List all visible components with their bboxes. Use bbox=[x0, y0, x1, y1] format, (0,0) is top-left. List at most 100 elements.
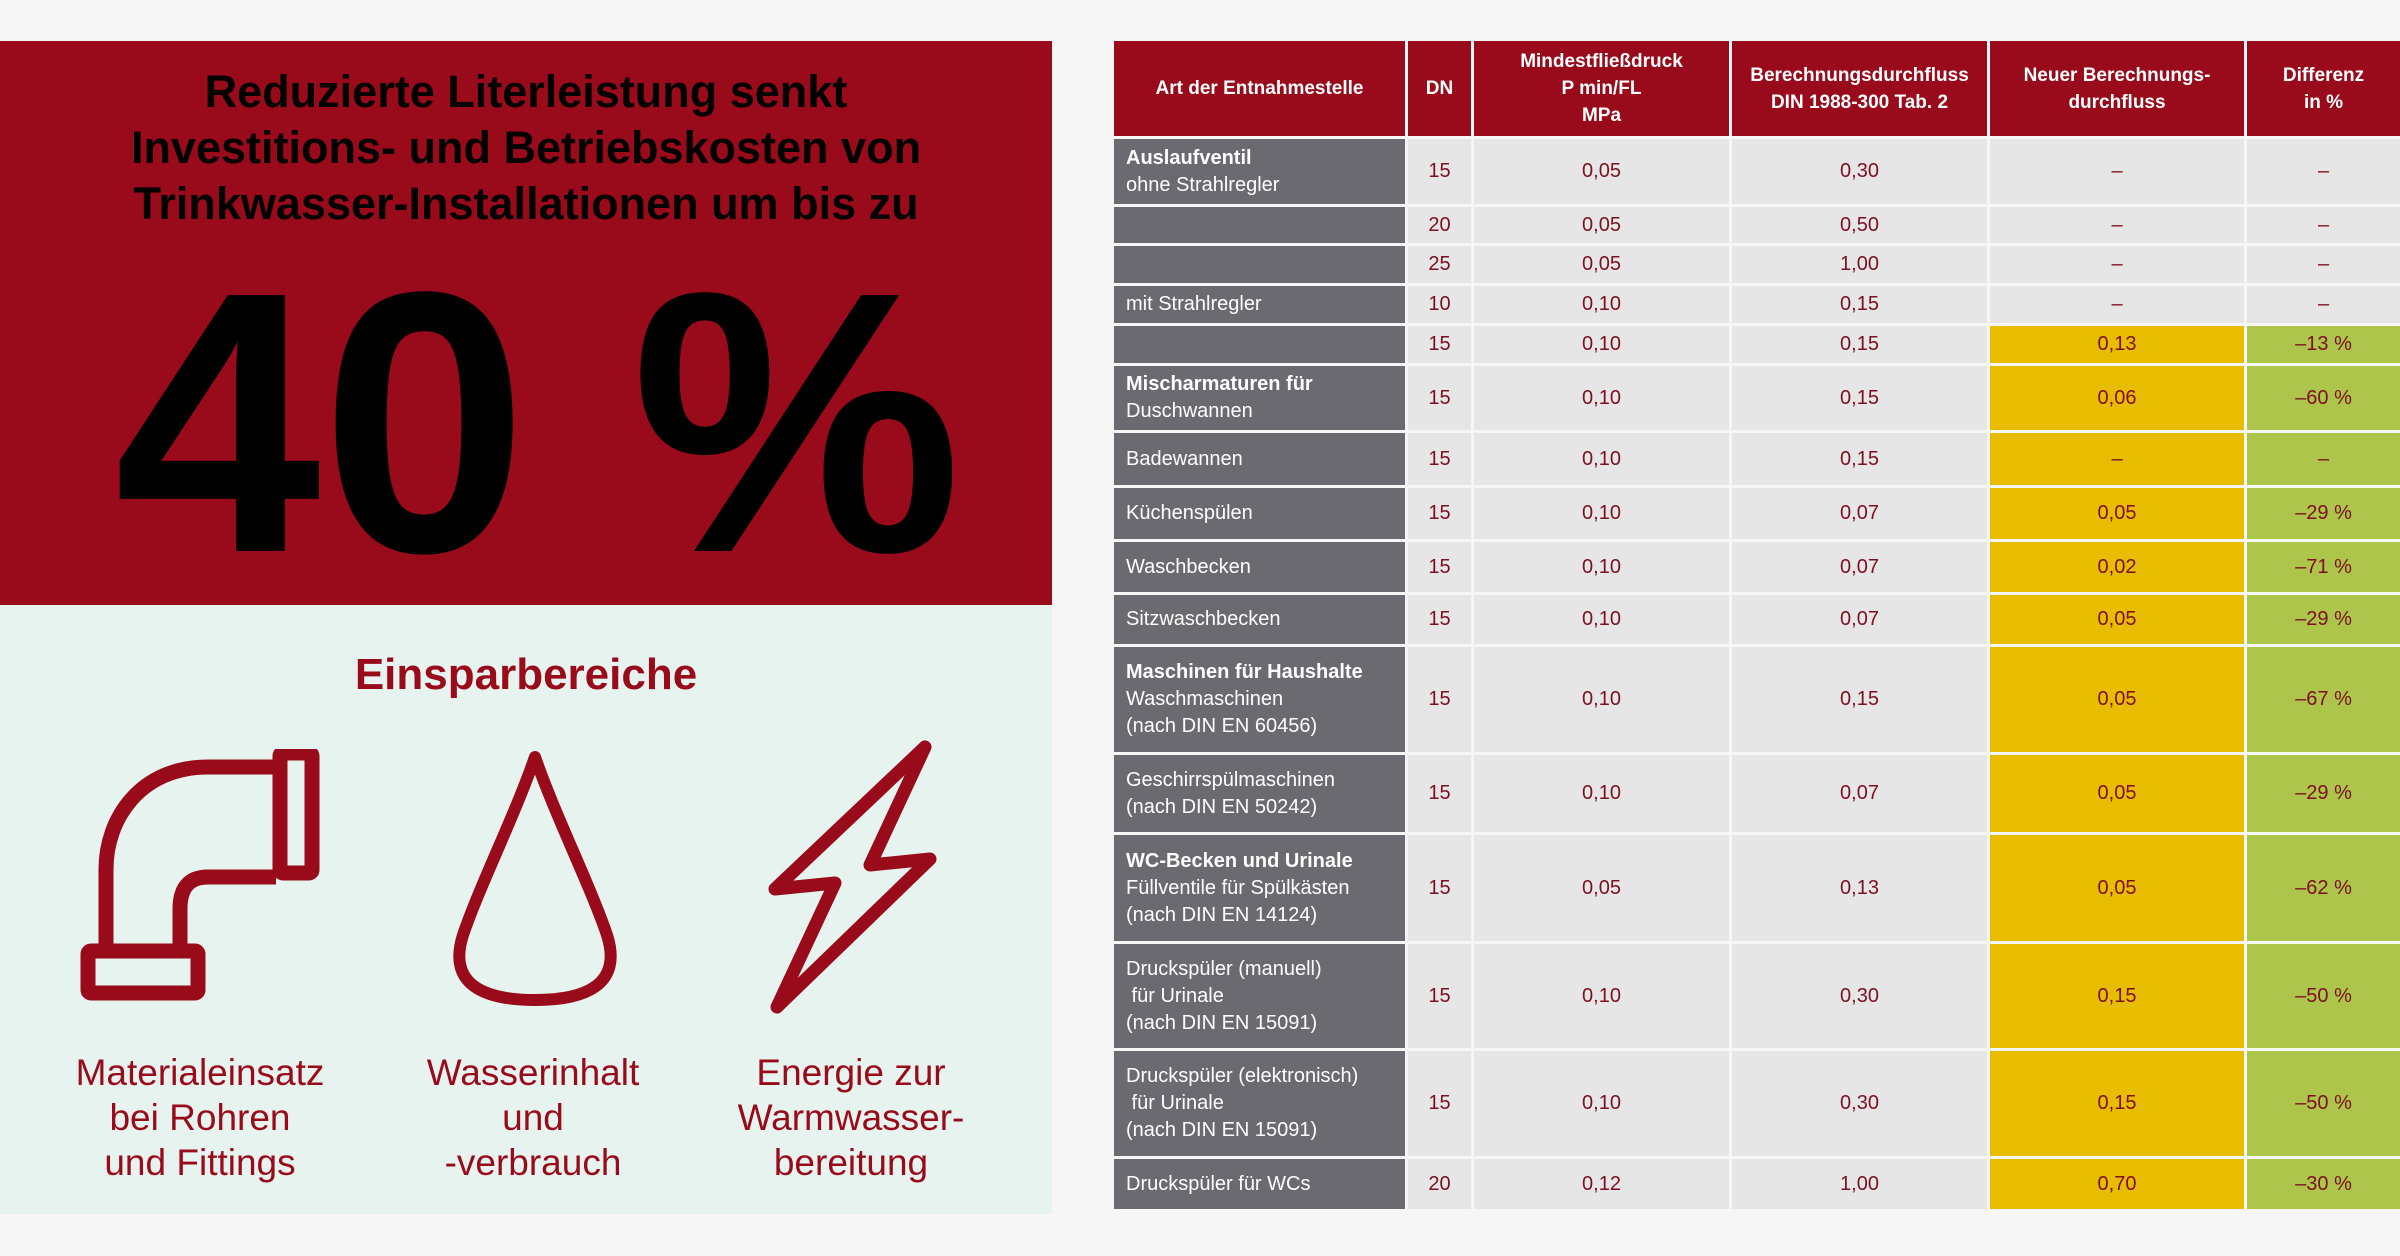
difference-cell: – bbox=[2247, 207, 2400, 243]
row-label-line: Duschwannen bbox=[1126, 400, 1253, 422]
row-label-line: Badewannen bbox=[1126, 447, 1243, 470]
difference-cell: –62 % bbox=[2247, 835, 2400, 941]
pressure-cell: 0,10 bbox=[1474, 286, 1729, 323]
flow-cell: 0,15 bbox=[1732, 326, 1987, 363]
dn-cell: 15 bbox=[1408, 488, 1471, 539]
row-group-title: WC-Becken und Urinale bbox=[1126, 849, 1353, 872]
new-flow-cell: – bbox=[1990, 207, 2244, 243]
dn-cell: 15 bbox=[1408, 595, 1471, 644]
headline-line: Investitions- und Betriebskosten von bbox=[130, 122, 922, 173]
row-label-cell bbox=[1114, 326, 1405, 363]
label-line: und bbox=[502, 1097, 564, 1138]
new-flow-cell: 0,06 bbox=[1990, 366, 2244, 430]
flow-cell: 0,07 bbox=[1732, 755, 1987, 832]
difference-cell: –67 % bbox=[2247, 647, 2400, 752]
difference-cell: –60 % bbox=[2247, 366, 2400, 430]
row-group-title: Maschinen für Haushalte bbox=[1126, 661, 1363, 683]
pressure-cell: 0,10 bbox=[1474, 755, 1729, 832]
header-line: Differenz bbox=[2282, 64, 2365, 86]
new-flow-cell: 0,70 bbox=[1990, 1159, 2244, 1209]
header-line: Berechnungsdurchfluss bbox=[1750, 64, 1969, 86]
header-entnahmestelle: Art der Entnahmestelle bbox=[1114, 41, 1405, 136]
pressure-cell: 0,10 bbox=[1474, 542, 1729, 592]
flow-cell: 0,07 bbox=[1732, 542, 1987, 592]
savings-title: Einsparbereiche bbox=[354, 650, 698, 699]
row-label-line: Druckspüler (manuell) bbox=[1126, 957, 1322, 980]
flow-cell: 0,15 bbox=[1732, 366, 1987, 430]
pressure-cell: 0,10 bbox=[1474, 433, 1729, 485]
row-label-line: Sitzwaschbecken bbox=[1126, 608, 1281, 630]
pressure-cell: 0,12 bbox=[1474, 1159, 1729, 1209]
row-group-title: Mischarmaturen für bbox=[1126, 373, 1313, 395]
dn-cell: 15 bbox=[1408, 326, 1471, 363]
pressure-cell: 0,10 bbox=[1474, 944, 1729, 1048]
row-label-cell: Sitzwaschbecken bbox=[1114, 595, 1405, 644]
row-label-line: ohne Strahlregler bbox=[1126, 173, 1280, 196]
flow-cell: 1,00 bbox=[1732, 1159, 1987, 1209]
pressure-cell: 0,05 bbox=[1474, 139, 1729, 204]
new-flow-cell: 0,05 bbox=[1990, 595, 2244, 644]
new-flow-cell: 0,05 bbox=[1990, 647, 2244, 752]
new-flow-cell: – bbox=[1990, 433, 2244, 485]
header-line: Art der Entnahmestelle bbox=[1155, 78, 1364, 99]
pressure-cell: 0,10 bbox=[1474, 647, 1729, 752]
savings-label-energy: Energie zur Warmwasser- bereitung bbox=[686, 1050, 1016, 1185]
dn-cell: 10 bbox=[1408, 286, 1471, 323]
header-neuer-durchfluss: Neuer Berechnungs-durchfluss bbox=[1990, 41, 2244, 136]
row-label-line: (nach DIN EN 60456) bbox=[1126, 715, 1318, 737]
row-label-line: Küchenspülen bbox=[1126, 502, 1253, 524]
flow-cell: 0,07 bbox=[1732, 488, 1987, 539]
header-differenz: Differenz in % bbox=[2247, 41, 2400, 136]
header-line: MPa bbox=[1581, 105, 1622, 126]
dn-cell: 15 bbox=[1408, 835, 1471, 941]
header-line: Neuer Berechnungs- bbox=[2023, 64, 2211, 86]
savings-label-material: Materialeinsatz bei Rohren und Fittings bbox=[35, 1050, 365, 1185]
row-label-line: (nach DIN EN 15091) bbox=[1126, 1011, 1318, 1034]
label-line: Energie zur bbox=[756, 1052, 946, 1093]
row-group-title: Auslaufventil bbox=[1126, 146, 1252, 169]
row-label-cell bbox=[1114, 207, 1405, 243]
label-line: bei Rohren bbox=[109, 1097, 291, 1138]
headline-line: Trinkwasser-Installationen um bis zu bbox=[133, 178, 919, 229]
difference-cell: –29 % bbox=[2247, 755, 2400, 832]
difference-cell: –13 % bbox=[2247, 326, 2400, 363]
row-label-cell: Mischarmaturen für Duschwannen bbox=[1114, 366, 1405, 430]
pressure-cell: 0,05 bbox=[1474, 246, 1729, 283]
row-label-cell: Auslaufventil ohne Strahlregler bbox=[1114, 139, 1405, 204]
lightning-bolt-icon bbox=[768, 740, 937, 1014]
difference-cell: – bbox=[2247, 286, 2400, 323]
flow-cell: 0,50 bbox=[1732, 207, 1987, 243]
row-label-line: (nach DIN EN 14124) bbox=[1126, 903, 1318, 926]
row-label-line: Geschirrspülmaschinen bbox=[1126, 768, 1335, 791]
flow-cell: 0,15 bbox=[1732, 433, 1987, 485]
row-label-cell: WC-Becken und Urinale Füllventile für Spü… bbox=[1114, 835, 1405, 941]
row-label-line: (nach DIN EN 50242) bbox=[1126, 795, 1318, 818]
flow-cell: 0,13 bbox=[1732, 835, 1987, 941]
pressure-cell: 0,10 bbox=[1474, 488, 1729, 539]
header-line: in % bbox=[2303, 91, 2344, 113]
flow-cell: 1,00 bbox=[1732, 246, 1987, 283]
dn-cell: 25 bbox=[1408, 246, 1471, 283]
header-line: durchfluss bbox=[2068, 91, 2166, 113]
big-percentage: 40 % bbox=[114, 214, 962, 630]
label-line: Materialeinsatz bbox=[75, 1052, 325, 1093]
new-flow-cell: – bbox=[1990, 139, 2244, 204]
new-flow-cell: – bbox=[1990, 286, 2244, 323]
row-label-line: für Urinale bbox=[1126, 1092, 1224, 1114]
pipe-elbow-icon bbox=[80, 749, 320, 1001]
savings-label-water: Wasserinhalt und -verbrauch bbox=[368, 1050, 698, 1185]
header-berechnungsdurchfluss: Berechnungsdurchfluss DIN 1988-300 Tab. 2 bbox=[1732, 41, 1987, 136]
row-label-cell: Geschirrspülmaschinen (nach DIN EN 50242) bbox=[1114, 755, 1405, 832]
label-line: -verbrauch bbox=[444, 1142, 622, 1183]
difference-cell: – bbox=[2247, 246, 2400, 283]
row-label-cell: mit Strahlregler bbox=[1114, 286, 1405, 323]
flow-cell: 0,30 bbox=[1732, 139, 1987, 204]
difference-cell: –30 % bbox=[2247, 1159, 2400, 1209]
new-flow-cell: 0,05 bbox=[1990, 755, 2244, 832]
headline-panel bbox=[0, 41, 1052, 605]
headline-title: Reduzierte Literleistung senkt Investiti… bbox=[0, 64, 1052, 232]
difference-cell: – bbox=[2247, 433, 2400, 485]
new-flow-cell: 0,15 bbox=[1990, 944, 2244, 1048]
header-line: P min/FL bbox=[1561, 78, 1642, 99]
row-label-line: Waschmaschinen bbox=[1126, 688, 1284, 710]
